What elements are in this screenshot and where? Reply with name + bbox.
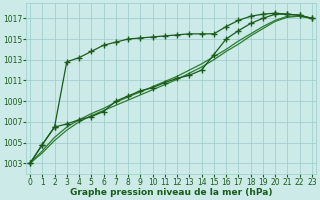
X-axis label: Graphe pression niveau de la mer (hPa): Graphe pression niveau de la mer (hPa)	[70, 188, 272, 197]
